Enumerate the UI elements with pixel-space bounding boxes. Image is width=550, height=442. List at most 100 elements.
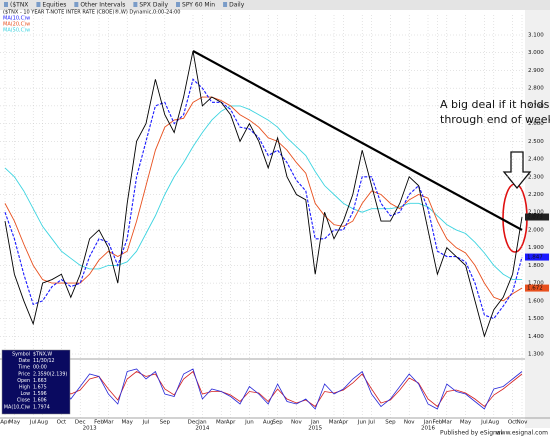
x-tick-label: Feb [94,420,104,426]
x-tick-label: Jul [142,420,150,426]
toolbar-tab: Other Intervals [80,2,125,9]
tab-icon [4,2,8,7]
x-tick-label: Sep [385,420,396,426]
arrow-down [502,151,532,190]
data-box [1,349,71,415]
last-value-label: 2.073 [527,215,543,221]
x-tick-label: Oct [508,420,518,426]
y-tick-label: 2.900 [528,68,544,74]
y-tick-label: 1.800 [528,263,544,269]
series-line [4,96,523,302]
x-tick-label: Aug [263,420,274,426]
annotation: through end of week... [440,113,550,126]
tab-icon [74,2,79,7]
y-tick-label: 3.100 [528,33,544,39]
x-tick-label: May [9,420,21,426]
data-value: 1.663 [33,378,47,384]
y-tick-label: 2.600 [528,121,544,127]
x-tick-label: Jul [29,420,37,426]
toolbar-tab: Equities [42,2,66,9]
x-tick-label: Jun [244,420,254,426]
oscillator-line [4,370,523,409]
year-label: 2014 [195,426,209,432]
y-tick-label: 2.000 [528,227,544,233]
y-tick-label: 1.500 [528,316,544,322]
footer-left: Published by eSignal [440,430,503,437]
x-tick-label: Dec [188,420,199,426]
y-tick-label: 1.400 [528,334,544,340]
data-label: MA(10,C)w [4,404,30,410]
y-tick-label: 1.300 [528,352,544,358]
y-tick-label: 1.700 [528,281,544,287]
legend-entry: MA(10,C)w [3,16,30,22]
x-tick-label: Jan [197,420,207,426]
last-value-box [525,284,549,292]
y-tick-label: 2.400 [528,157,544,163]
x-tick-label: May [122,420,134,426]
data-value: 1.606 [33,398,47,404]
x-tick-label: Nov [291,420,302,426]
x-tick-label: Aug [37,420,48,426]
x-tick-label: Sep [272,420,283,426]
legend-entry: MA(20,C)w [3,22,30,28]
legend-entry: MA(50,C)w [3,28,30,34]
y-tick-label: 2.100 [528,210,544,216]
x-tick-label: Dec [75,420,86,426]
y-tick-label: 1.600 [528,298,544,304]
x-tick-label: May [460,420,472,426]
x-tick-label: Nov [517,420,528,426]
data-value: $TNX,W [33,352,52,358]
x-tick-label: Sep [160,420,171,426]
y-tick-label: 3.000 [528,50,544,56]
data-value: 00:00 [33,365,47,371]
y-tick-label: 2.800 [528,86,544,92]
x-tick-label: Apr [339,420,349,426]
data-label: Open [17,378,30,384]
oscillator-line [4,368,523,410]
y-tick-label: 2.300 [528,174,544,180]
data-label: Low [21,391,31,397]
last-value-label: 1.847 [527,255,543,261]
year-label: 2016 [421,426,435,432]
y-tick-label: 2.700 [528,103,544,109]
x-tick-label: Mar [442,420,453,426]
x-tick-label: Jul [367,420,375,426]
year-label: 2015 [308,426,322,432]
series-line [4,78,523,320]
data-label: High [19,385,30,391]
data-value: 1.675 [33,385,47,391]
last-value-box [525,213,549,221]
x-tick-label: Aug [488,420,499,426]
y-tick-label: 2.200 [528,192,544,198]
x-tick-label: Mar [103,420,114,426]
data-value: 11/30/12 [33,358,55,364]
annotation: A big deal if it holds up [440,98,550,111]
data-label: Time [17,365,30,371]
x-tick-label: Feb [433,420,443,426]
data-label: Close [17,398,30,404]
x-tick-label: Nov [404,420,415,426]
series-line [4,50,523,338]
x-tick-label: Jun [357,420,367,426]
footer-right: www.esignal.com [496,430,548,437]
x-tick-label: Jan [310,420,320,426]
last-value-box [525,253,549,261]
x-tick-label: Mar [329,420,340,426]
toolbar-tab: Daily [229,2,245,9]
trendline [192,49,523,231]
x-tick-label: Apr [226,420,236,426]
data-value: 2.3590(2.139) [33,371,67,377]
toolbar [0,0,550,10]
data-label: Price [18,371,30,377]
toolbar-tab: SPY 60 Min [182,2,215,9]
toolbar-tab: SPX Daily [139,2,168,9]
tab-icon [36,2,41,7]
data-value: 1.596 [33,391,47,397]
x-tick-label: Jan [423,420,433,426]
series-line [4,105,522,281]
data-label: Date [19,358,31,364]
data-label: Symbol [12,352,30,358]
year-label: 2013 [83,426,97,432]
